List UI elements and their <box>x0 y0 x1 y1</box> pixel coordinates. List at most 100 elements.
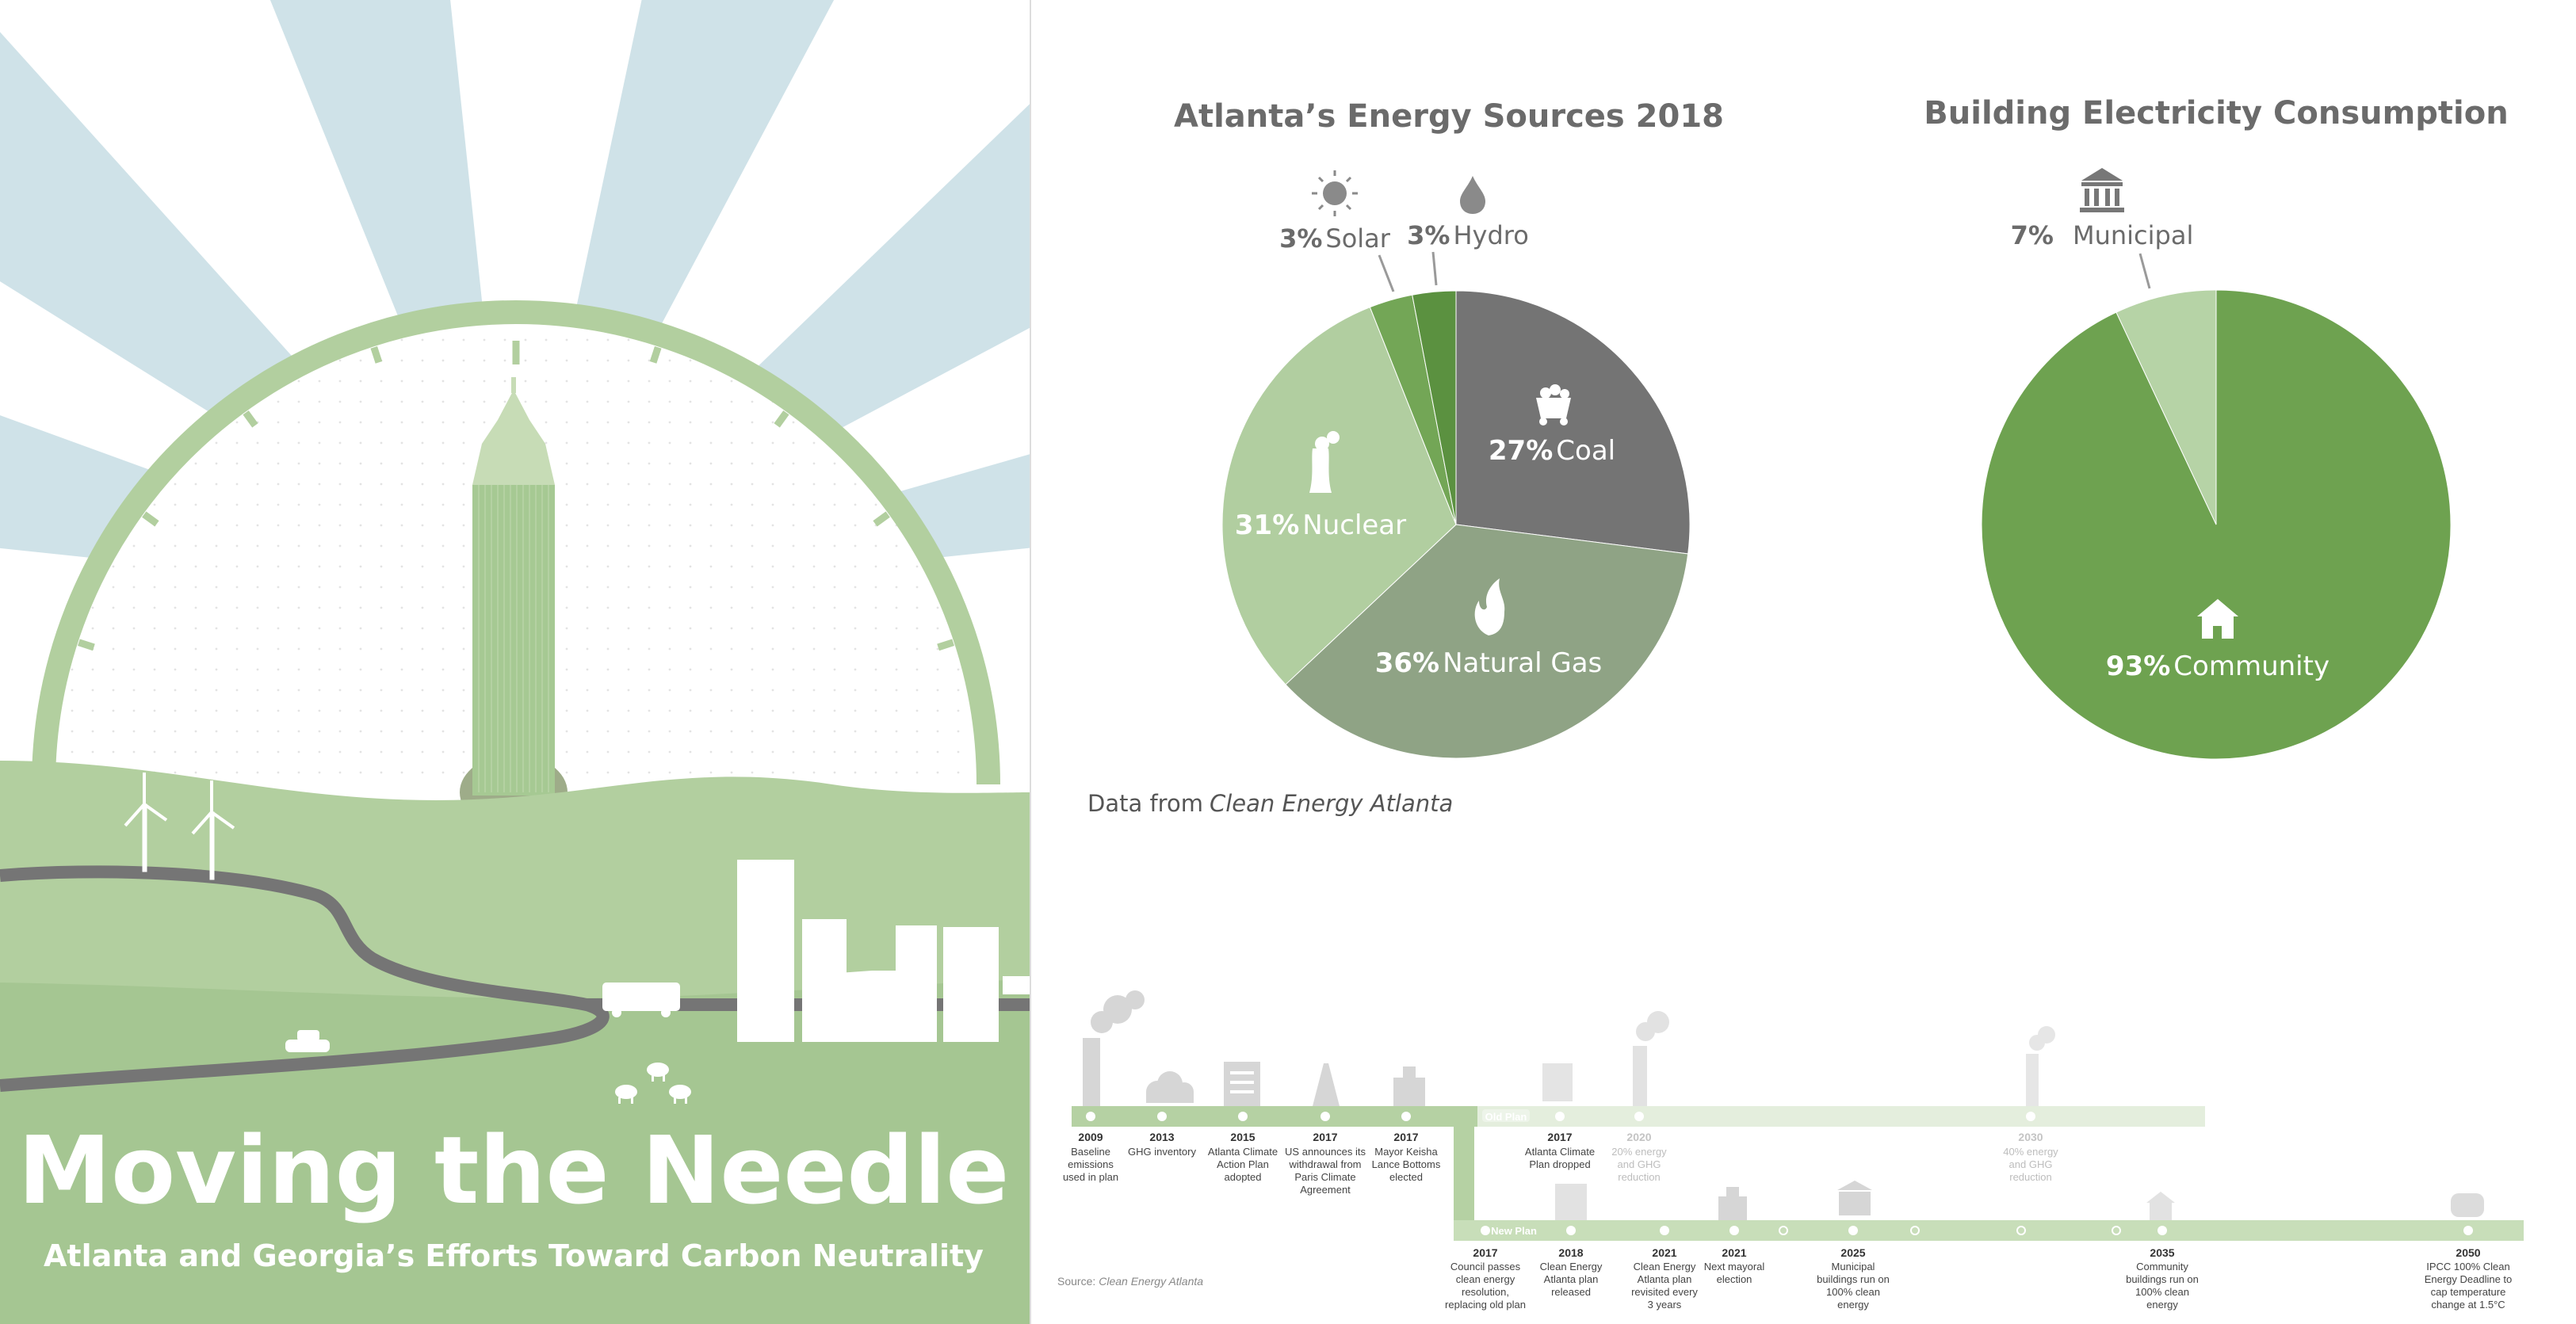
factory-smokestack-faded-icon <box>1633 1011 1669 1106</box>
new-plan-bar <box>1454 1220 2524 1241</box>
hydro-name: Hydro <box>1453 220 1528 250</box>
timeline-year: 2017 <box>1547 1131 1572 1143</box>
timeline-event-text: revisited every <box>1631 1286 1698 1298</box>
timeline-event-text: Paris Climate <box>1294 1171 1355 1183</box>
solar-leader-line <box>1378 254 1395 292</box>
timeline-year: 2021 <box>1652 1246 1676 1259</box>
factory-smokestack-faded-icon-2 <box>2026 1026 2055 1106</box>
timeline-year: 2021 <box>1722 1246 1746 1259</box>
sun-icon <box>1312 170 1358 216</box>
coal-label: 27% Coal <box>1489 435 1615 467</box>
energy-source-prefix: Data from <box>1087 790 1203 817</box>
gauge-arc <box>32 300 1000 785</box>
timeline-event-text: reduction <box>1618 1171 1660 1183</box>
house-faded-icon <box>2146 1192 2175 1220</box>
timeline-event-text: Municipal <box>1832 1261 1875 1272</box>
city-buildings <box>737 860 1030 1042</box>
road <box>0 865 610 1092</box>
solar-name: Solar <box>1325 223 1390 254</box>
cloud-icon <box>1146 1071 1194 1103</box>
municipal-leader-line <box>2138 253 2151 289</box>
document-faded-icon-2 <box>1555 1184 1587 1220</box>
timeline-minor-dot <box>1910 1226 1920 1235</box>
community-name: Community <box>2173 651 2329 682</box>
timeline-dot <box>1660 1226 1669 1235</box>
old-plan-label: Old Plan <box>1485 1111 1527 1123</box>
hydro-label: 3% Hydro <box>1407 220 1529 250</box>
pie-slice-hydro <box>1412 290 1457 525</box>
coal-cart-icon <box>1536 384 1571 425</box>
timeline-event-text: and GHG <box>1618 1158 1661 1170</box>
timeline-event-text: clean energy <box>1456 1273 1515 1285</box>
community-label: 93% Community <box>2106 651 2329 682</box>
timeline-event-text: used in plan <box>1063 1171 1118 1183</box>
new-plan-label: New Plan <box>1491 1225 1537 1237</box>
timeline-event-text: resolution, <box>1462 1286 1509 1298</box>
wind-turbine-icon <box>124 773 235 880</box>
poster-subtitle: Atlanta and Georgia’s Efforts Toward Car… <box>44 1238 984 1273</box>
timeline-event-text: buildings run on <box>2126 1273 2199 1285</box>
timeline-event-text: buildings run on <box>1817 1273 1890 1285</box>
sheep-icon <box>615 1063 691 1104</box>
timeline-event-text: and GHG <box>2009 1158 2053 1170</box>
pie-slice-municipal <box>2115 289 2217 525</box>
pie-slice-coal <box>1455 290 1691 555</box>
pie-slice-natural-gas <box>1285 524 1689 759</box>
timeline-dot <box>1555 1112 1565 1121</box>
timeline-dot <box>1729 1226 1739 1235</box>
timeline-event-text: change at 1.5°C <box>2431 1299 2505 1311</box>
plan-switch-connector <box>1454 1106 1477 1220</box>
timeline-year: 2017 <box>1313 1131 1337 1143</box>
timeline-year: 2035 <box>2150 1246 2174 1259</box>
municipal-pct: 7% <box>2011 220 2054 250</box>
municipal-building-icon <box>2080 168 2124 212</box>
timeline-event-text: election <box>1717 1273 1752 1285</box>
nuclear-pct: 31% <box>1235 509 1299 541</box>
municipal-name: Municipal <box>2073 220 2193 250</box>
timeline: Old Plan New Plan 2009 Baselineemissionsu… <box>1057 990 2524 1311</box>
gauge-tick <box>370 345 383 364</box>
timeline-event-text: elected <box>1389 1171 1423 1183</box>
flame-icon <box>1474 578 1505 635</box>
gauge-tick <box>142 511 159 527</box>
coal-pct: 27% <box>1489 435 1553 467</box>
poster-title: Moving the Needle <box>18 1116 1010 1225</box>
nuclear-label: 31% Nuclear <box>1235 509 1406 541</box>
timeline-dot <box>1634 1112 1644 1121</box>
timeline-dot <box>1320 1112 1330 1121</box>
coal-name: Coal <box>1556 435 1615 467</box>
timeline-minor-dot <box>2112 1226 2121 1235</box>
timeline-event-text: Council passes <box>1450 1261 1521 1272</box>
timeline-event-text: Lance Bottoms <box>1372 1158 1441 1170</box>
municipal-label: 7% Municipal <box>2011 220 2194 250</box>
timeline-year: 2020 <box>1626 1131 1651 1143</box>
timeline-year: 2017 <box>1393 1131 1418 1143</box>
timeline-event-text: emissions <box>1068 1158 1114 1170</box>
timeline-year: 2009 <box>1078 1131 1103 1143</box>
hydro-pct: 3% <box>1407 220 1450 250</box>
hydro-leader-line <box>1431 251 1438 286</box>
timeline-event-text: Mayor Keisha <box>1374 1146 1438 1158</box>
building-consumption-pie-chart: Building Electricity Consumption 7% Munic… <box>1924 95 2509 760</box>
old-plan-tag <box>1482 1109 1530 1122</box>
solar-pct: 3% <box>1279 223 1322 254</box>
timeline-minor-dot <box>1779 1226 1788 1235</box>
factory-smokestack-icon <box>1083 990 1145 1106</box>
ballot-box-faded-icon <box>1718 1187 1747 1220</box>
timeline-event-text: Plan dropped <box>1529 1158 1590 1170</box>
timeline-dot <box>2463 1226 2473 1235</box>
timeline-event-text: Action Plan <box>1217 1158 1269 1170</box>
consumption-chart-title: Building Electricity Consumption <box>1924 95 2508 132</box>
timeline-year: 2017 <box>1473 1246 1497 1259</box>
timeline-dot <box>1157 1112 1167 1121</box>
timeline-event-text: IPCC 100% Clean <box>2426 1261 2510 1272</box>
gas-label: 36% Natural Gas <box>1375 647 1603 679</box>
timeline-event-text: cap temperature <box>2431 1286 2506 1298</box>
gauge-tick <box>873 511 890 527</box>
timeline-source-prefix: Source: <box>1057 1275 1095 1288</box>
gauge-tick <box>774 410 789 428</box>
timeline-dot <box>1238 1112 1248 1121</box>
timeline-event-text: withdrawal from <box>1288 1158 1361 1170</box>
timeline-event-text: Atlanta Climate <box>1525 1146 1595 1158</box>
timeline-event-text: Baseline <box>1071 1146 1110 1158</box>
